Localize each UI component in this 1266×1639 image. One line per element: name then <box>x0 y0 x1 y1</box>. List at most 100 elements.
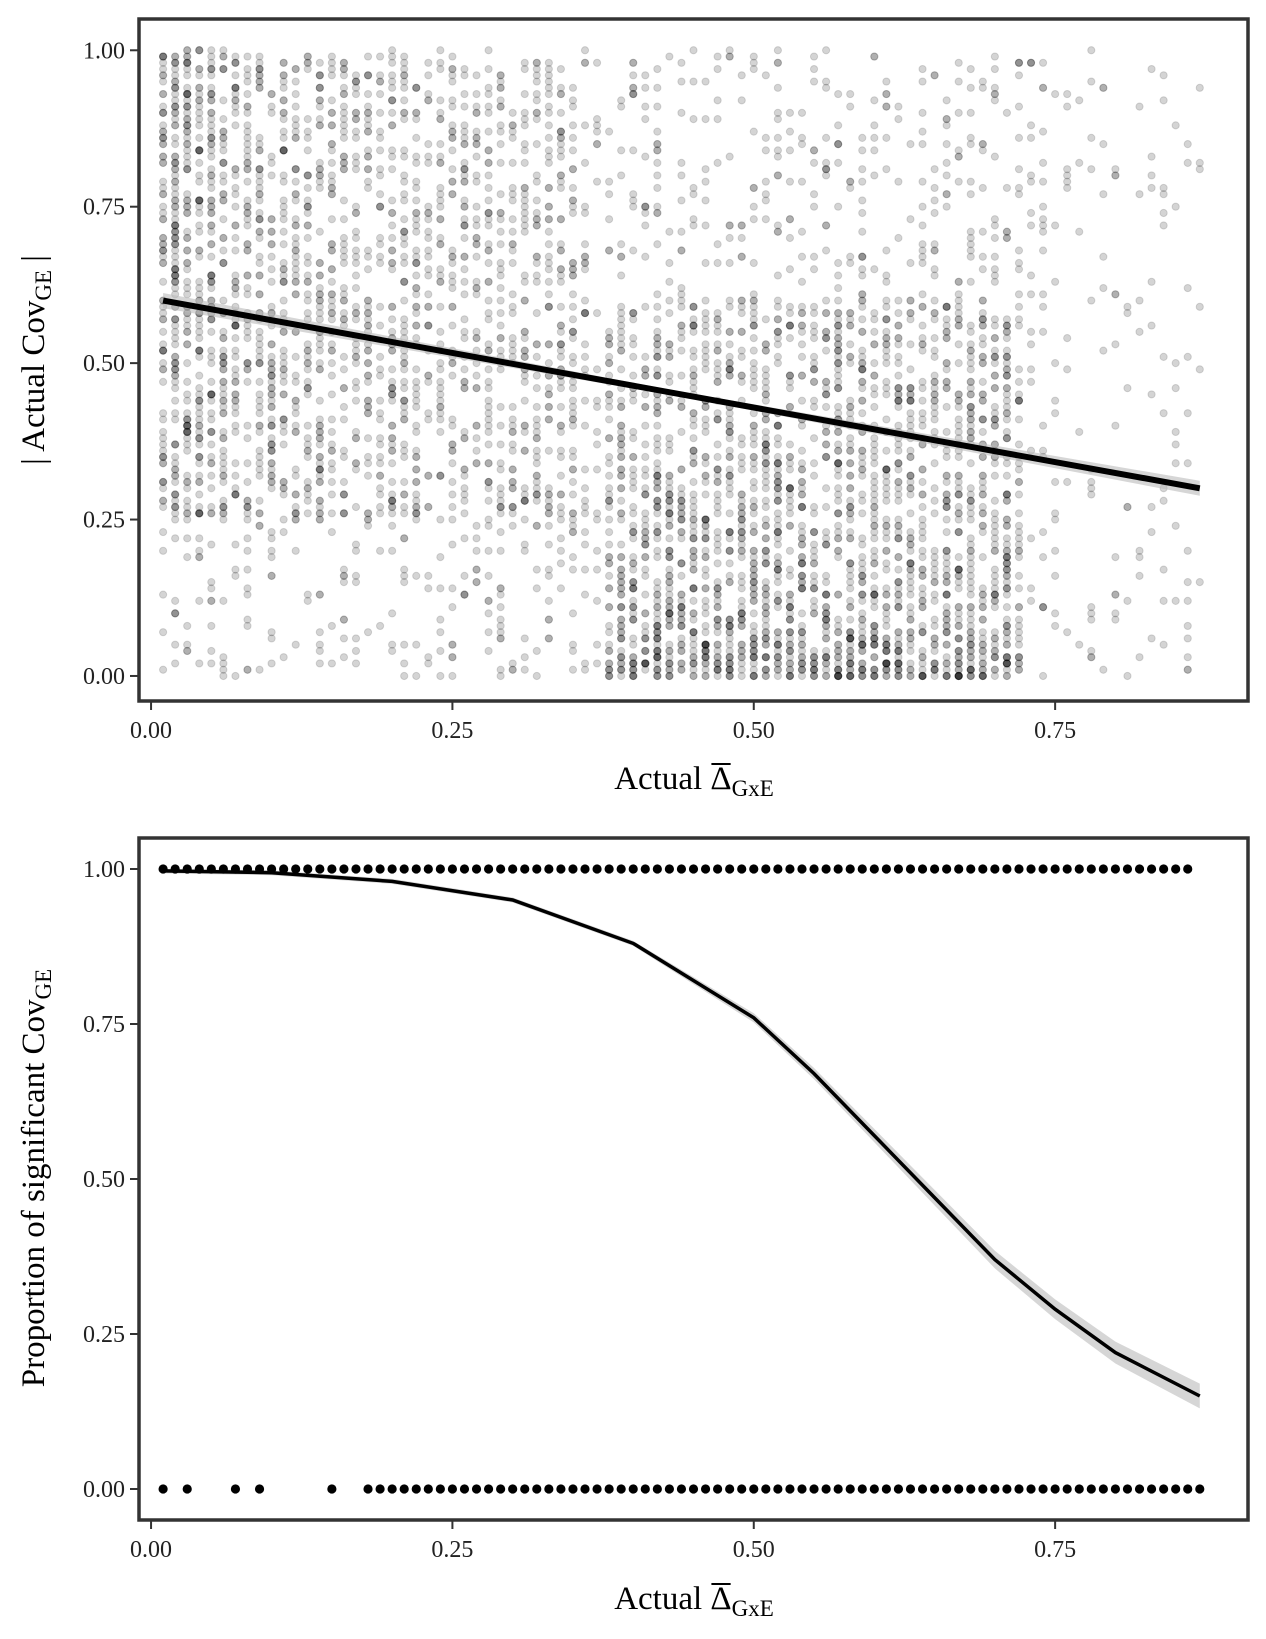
top-scatter-point <box>761 177 770 186</box>
top-scatter-point <box>942 377 951 386</box>
top-scatter-point <box>1051 571 1060 580</box>
top-scatter-point <box>641 534 650 543</box>
top-scatter-point <box>1014 584 1024 593</box>
top-scatter-point <box>942 115 951 124</box>
top-scatter-point <box>1038 290 1048 299</box>
top-scatter-point <box>834 521 843 530</box>
top-scatter-point <box>159 434 168 443</box>
top-scatter-point <box>279 515 288 524</box>
top-scatter-point <box>243 359 252 368</box>
top-scatter-point <box>1051 621 1060 631</box>
top-scatter-point <box>834 140 843 149</box>
top-scatter-point <box>171 515 180 524</box>
top-scatter-point <box>267 227 276 236</box>
top-scatter-point <box>978 390 987 399</box>
top-scatter-point <box>412 421 421 430</box>
top-scatter-point <box>580 665 590 674</box>
top-scatter-point <box>773 359 782 368</box>
top-scatter-point <box>532 58 541 67</box>
top-scatter-point <box>1159 409 1168 418</box>
top-scatter-point <box>882 659 891 668</box>
top-scatter-point <box>954 390 963 399</box>
top-scatter-point <box>677 484 686 493</box>
top-scatter-point <box>412 571 421 580</box>
top-scatter-point <box>424 202 433 211</box>
top-scatter-point <box>870 653 879 662</box>
top-scatter-point <box>484 384 493 393</box>
top-scatter-point <box>1099 140 1108 149</box>
top-scatter-point <box>785 628 795 637</box>
top-scatter-point <box>171 384 180 393</box>
top-scatter-point <box>846 359 855 368</box>
top-scatter-point <box>665 446 674 455</box>
top-scatter-point <box>749 183 758 193</box>
top-scatter-point <box>701 115 710 124</box>
top-scatter-point <box>412 283 421 293</box>
top-scatter-point <box>894 565 903 574</box>
top-scatter-point <box>315 515 324 524</box>
top-scatter-point <box>785 509 795 518</box>
top-scatter-point <box>761 440 770 449</box>
top-scatter-point <box>653 352 662 361</box>
top-scatter-point <box>858 296 867 305</box>
top-scatter-point <box>906 484 915 493</box>
top-scatter-point <box>231 334 240 343</box>
top-scatter-point <box>653 578 662 587</box>
top-scatter-point <box>556 240 566 249</box>
top-scatter-point <box>653 646 662 656</box>
top-scatter-point <box>942 302 951 311</box>
top-scatter-point <box>315 271 324 280</box>
top-scatter-point <box>484 609 493 618</box>
top-scatter-point <box>617 102 626 111</box>
top-scatter-point <box>870 96 879 105</box>
top-scatter-point <box>966 233 975 243</box>
top-scatter-point <box>641 634 650 643</box>
top-scatter-point <box>797 446 807 455</box>
top-scatter-point <box>653 402 662 412</box>
top-scatter-point <box>327 465 336 474</box>
top-scatter-point <box>677 371 686 380</box>
top-scatter-point <box>749 590 758 599</box>
top-scatter-point <box>713 502 722 512</box>
top-scatter-point <box>858 377 867 386</box>
top-scatter-point <box>749 215 758 224</box>
top-scatter-point <box>858 540 867 549</box>
top-scatter-point <box>424 158 433 168</box>
top-scatter-point <box>1014 653 1024 662</box>
top-scatter-point <box>1075 427 1084 437</box>
top-scatter-point <box>834 427 843 437</box>
top-scatter-point <box>460 102 469 111</box>
top-scatter-point <box>773 152 782 161</box>
top-scatter-point <box>388 496 397 505</box>
top-scatter-point <box>460 427 469 437</box>
top-scatter-point <box>195 659 204 668</box>
top-scatter-point <box>351 133 361 142</box>
top-scatter-point <box>942 671 951 681</box>
top-scatter-point <box>761 584 770 593</box>
top-scatter-point <box>665 477 674 487</box>
top-scatter-point <box>496 265 505 274</box>
top-scatter-point <box>894 321 903 330</box>
top-scatter-point <box>821 671 831 681</box>
top-scatter-point <box>725 233 734 243</box>
top-scatter-point <box>484 440 493 449</box>
top-scatter-point <box>291 509 300 518</box>
top-scatter-point <box>375 490 385 499</box>
top-scatter-point <box>544 227 553 236</box>
top-scatter-point <box>568 509 578 518</box>
top-scatter-point <box>412 640 421 649</box>
top-scatter-point <box>665 52 674 61</box>
top-scatter-point <box>1014 396 1024 405</box>
top-scatter-point <box>484 571 493 580</box>
top-scatter-point <box>653 621 662 631</box>
top-scatter-point <box>159 527 168 537</box>
top-scatter-point <box>918 490 927 499</box>
top-scatter-point <box>388 221 397 230</box>
top-scatter-point <box>315 365 324 374</box>
top-scatter-point <box>375 452 385 462</box>
top-scatter-point <box>267 102 276 111</box>
top-scatter-point <box>315 452 324 462</box>
top-scatter-point <box>231 402 240 412</box>
top-scatter-point <box>725 221 734 230</box>
